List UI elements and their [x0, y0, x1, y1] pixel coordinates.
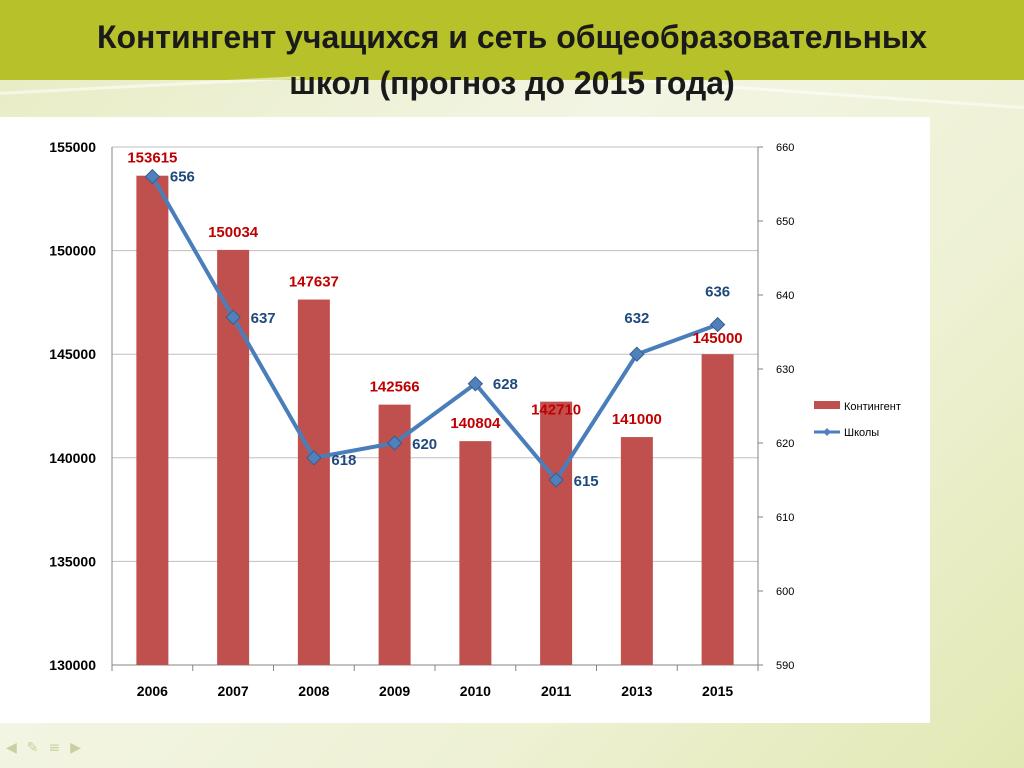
x-tick-label: 2010	[460, 683, 491, 699]
forward-icon[interactable]: ▶	[70, 740, 82, 756]
bar-value-label: 142710	[531, 402, 581, 419]
x-tick-label: 2013	[621, 683, 652, 699]
bar	[620, 437, 653, 665]
menu-icon[interactable]: ≡	[48, 740, 61, 756]
y-right-tick-label: 590	[776, 660, 794, 672]
slide-title-line1: Контингент учащихся и сеть общеобразоват…	[96, 19, 928, 55]
legend-marker	[823, 428, 831, 436]
y-left-tick-label: 130000	[49, 657, 96, 673]
legend-swatch-bar	[814, 401, 840, 409]
line-marker	[225, 309, 241, 325]
line-marker	[467, 376, 484, 392]
legend-label: Школы	[844, 427, 879, 439]
line-marker	[709, 316, 726, 333]
line-marker	[629, 346, 645, 362]
line-marker	[548, 472, 564, 488]
bar	[540, 401, 573, 665]
slide-title: Контингент учащихся и сеть общеобразоват…	[30, 14, 994, 106]
y-left-tick-label: 145000	[49, 346, 96, 362]
bar-value-label: 141000	[612, 411, 662, 428]
y-left-tick-label: 155000	[49, 139, 96, 155]
y-left-tick-label: 150000	[49, 243, 96, 259]
bar-value-label: 150034	[208, 224, 259, 241]
bar-value-label: 153615	[127, 150, 177, 167]
bar-value-label: 145000	[693, 330, 743, 347]
line-marker	[144, 168, 161, 185]
line-series	[150, 175, 719, 482]
bar-value-label: 140804	[450, 415, 501, 432]
line-value-label: 628	[493, 376, 518, 393]
y-right-tick-label: 630	[776, 364, 794, 376]
y-right-tick-label: 660	[776, 142, 794, 154]
line-value-label: 615	[574, 473, 599, 490]
pen-icon[interactable]: ✎	[26, 740, 39, 756]
y-left-tick-label: 135000	[49, 553, 96, 569]
y-right-tick-label: 620	[776, 438, 794, 450]
line-value-label: 618	[331, 452, 356, 469]
x-tick-label: 2008	[298, 683, 329, 699]
back-icon[interactable]: ◀	[6, 740, 17, 756]
line-value-label: 632	[624, 310, 649, 327]
x-tick-label: 2009	[379, 683, 410, 699]
bar	[459, 441, 492, 665]
line-value-label: 637	[251, 310, 276, 327]
combo-chart: 130000 135000 140000 145000 150000 155000 590 6…	[49, 139, 901, 699]
y-left-tick-label: 140000	[49, 450, 96, 466]
bar	[136, 175, 169, 665]
y-right-tick-label: 610	[776, 512, 794, 524]
line-value-label: 636	[705, 284, 730, 301]
line-marker	[386, 435, 403, 451]
x-tick-label: 2007	[218, 683, 249, 699]
y-right-tick-label: 600	[776, 586, 794, 598]
line-value-label: 656	[170, 169, 195, 186]
line-value-label: 620	[412, 436, 437, 453]
y-right-tick-label: 650	[776, 216, 794, 228]
bar-value-label: 147637	[289, 274, 339, 291]
x-tick-label: 2006	[137, 683, 168, 699]
x-tick-label: 2015	[702, 683, 733, 699]
bar-value-label: 142566	[370, 379, 420, 396]
slide-title-line2: школ (прогноз до 2015 года)	[289, 65, 735, 101]
header-band	[0, 0, 1024, 80]
bar	[297, 299, 330, 665]
line-marker	[306, 450, 322, 466]
legend-label: Контингент	[844, 401, 901, 413]
y-right-tick-label: 640	[776, 290, 794, 302]
slide-nav: ◀ ✎ ≡ ▶	[6, 740, 81, 760]
bar	[701, 354, 734, 665]
x-tick-label: 2011	[541, 683, 572, 699]
chart-panel: 130000 135000 140000 145000 150000 155000 590 6…	[0, 117, 930, 723]
